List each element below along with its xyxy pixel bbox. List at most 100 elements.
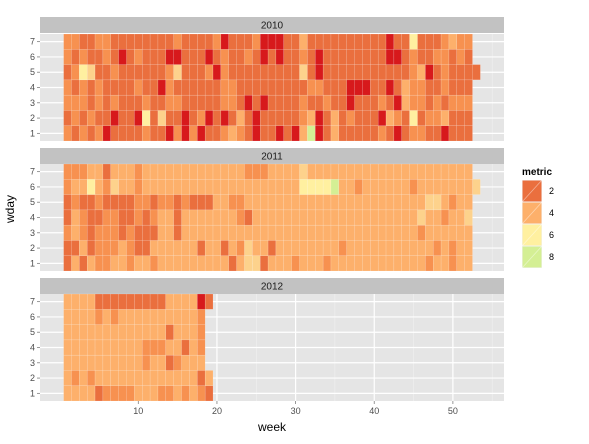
heatmap-tile [157, 240, 167, 256]
heatmap-tile [456, 194, 465, 211]
heatmap-tile [118, 209, 127, 226]
y-tick-label: 5 [30, 67, 35, 77]
heatmap-tile [165, 49, 174, 65]
heatmap-tile [110, 240, 119, 256]
heatmap-tile [448, 79, 458, 96]
heatmap-tile [126, 309, 135, 325]
heatmap-tile [307, 79, 316, 96]
heatmap-tile [126, 385, 135, 402]
heatmap-tile [197, 240, 206, 256]
heatmap-tile [142, 385, 151, 402]
heatmap-tile [370, 179, 379, 195]
heatmap-tile [157, 309, 167, 325]
heatmap-tile [448, 94, 458, 111]
heatmap-tile [86, 324, 96, 341]
heatmap-tile [181, 354, 190, 371]
heatmap-tile [212, 49, 222, 65]
heatmap-tile [433, 255, 442, 272]
heatmap-tile [165, 110, 174, 126]
y-tick-label: 7 [30, 167, 35, 177]
tile-layer [63, 163, 481, 272]
heatmap-tile [189, 324, 198, 341]
heatmap-tile [401, 49, 410, 65]
heatmap-tile [291, 179, 300, 195]
heatmap-tile [157, 209, 167, 226]
heatmap-tile [307, 163, 316, 180]
x-tick-label: 50 [448, 406, 458, 416]
heatmap-tile [181, 240, 190, 256]
heatmap-tile [472, 179, 481, 195]
heatmap-tile [252, 49, 261, 65]
heatmap-tile [417, 64, 426, 81]
heatmap-tile [173, 255, 182, 272]
heatmap-tile [244, 255, 253, 272]
x-axis-title: week [257, 420, 287, 434]
heatmap-tile [267, 240, 277, 256]
heatmap-tile [260, 110, 269, 126]
heatmap-tile [94, 209, 104, 226]
heatmap-tile [291, 125, 300, 142]
heatmap-tile [157, 224, 167, 241]
heatmap-tile [330, 49, 340, 65]
heatmap-tile [110, 354, 119, 371]
heatmap-tile [118, 339, 127, 356]
legend-key-slash [521, 201, 543, 225]
heatmap-tile [291, 49, 300, 65]
heatmap-tile [267, 94, 277, 111]
heatmap-tile [157, 33, 167, 50]
heatmap-tile [173, 163, 182, 180]
heatmap-tile [236, 49, 245, 65]
heatmap-tile [236, 94, 245, 111]
heatmap-tile [260, 194, 269, 211]
heatmap-tile [149, 33, 159, 50]
heatmap-tile [338, 194, 347, 211]
heatmap-tile [134, 354, 143, 371]
heatmap-tile [102, 64, 111, 81]
heatmap-tile [362, 79, 371, 96]
heatmap-tile [401, 94, 410, 111]
heatmap-tile [440, 125, 450, 142]
heatmap-tile [260, 33, 269, 50]
heatmap-tile [197, 385, 206, 402]
heatmap-tile [283, 179, 292, 195]
heatmap-tile [417, 194, 426, 211]
heatmap-tile [401, 79, 410, 96]
heatmap-tile [322, 224, 332, 241]
heatmap-tile [197, 309, 206, 325]
heatmap-tile [338, 209, 347, 226]
heatmap-tile [236, 163, 245, 180]
x-tick-label: 40 [369, 406, 379, 416]
heatmap-tile [86, 163, 96, 180]
heatmap-tile [102, 125, 111, 142]
heatmap-tile [338, 110, 347, 126]
heatmap-tile [330, 224, 340, 241]
heatmap-tile [267, 33, 277, 50]
heatmap-tile [189, 385, 198, 402]
heatmap-tile [212, 179, 222, 195]
heatmap-tile [142, 163, 151, 180]
heatmap-tile [134, 179, 143, 195]
heatmap-tile [165, 354, 174, 371]
heatmap-tile [425, 209, 434, 226]
heatmap-tile [197, 324, 206, 341]
heatmap-tile [157, 255, 167, 272]
heatmap-tile [252, 224, 261, 241]
heatmap-tile [354, 49, 363, 65]
heatmap-tile [86, 354, 96, 371]
heatmap-tile [370, 194, 379, 211]
heatmap-tile [370, 125, 379, 142]
heatmap-tile [220, 110, 229, 126]
heatmap-tile [142, 240, 151, 256]
heatmap-tile [118, 110, 127, 126]
heatmap-tile [110, 179, 119, 195]
heatmap-tile [94, 163, 104, 180]
heatmap-tile [118, 370, 127, 386]
heatmap-tile [322, 163, 332, 180]
heatmap-tile [110, 64, 119, 81]
heatmap-tile [322, 94, 332, 111]
heatmap-tile [94, 370, 104, 386]
heatmap-tile [79, 33, 88, 50]
heatmap-tile [142, 224, 151, 241]
heatmap-tile [110, 224, 119, 241]
heatmap-tile [377, 224, 387, 241]
